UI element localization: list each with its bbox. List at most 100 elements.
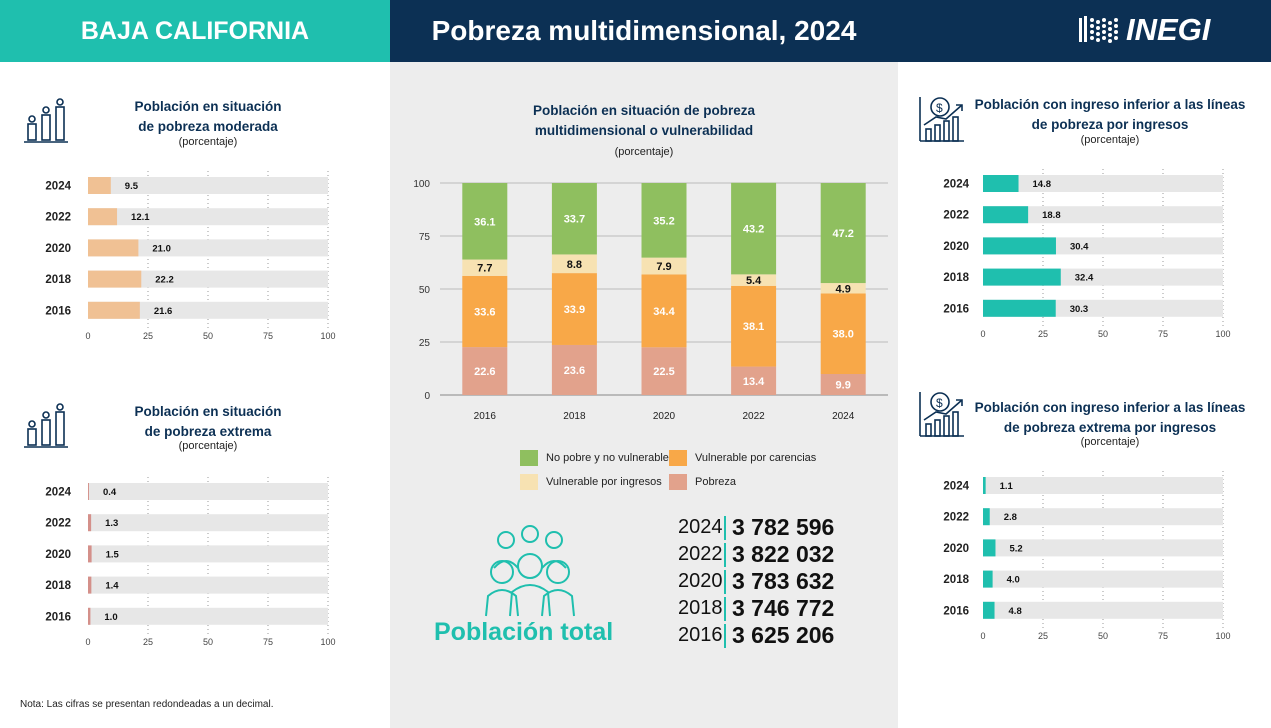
y-tick-label: 2018 <box>943 272 969 284</box>
y-tick-label: 0 <box>424 391 430 402</box>
population-value: 3 625 206 <box>732 622 835 648</box>
x-tick-label: 75 <box>263 331 273 341</box>
x-tick-label: 100 <box>320 637 335 647</box>
population-divider <box>724 542 726 567</box>
bar-segment <box>641 347 687 395</box>
population-year: 2020 <box>678 570 723 592</box>
bar <box>88 270 142 288</box>
population-divider <box>724 569 726 594</box>
y-tick-label: 2024 <box>45 487 71 499</box>
bar-segment <box>731 366 777 395</box>
x-tick-label: 2022 <box>742 411 765 422</box>
data-label: 47.2 <box>832 228 853 240</box>
y-tick-label: 100 <box>413 179 430 190</box>
data-label: 22.2 <box>155 275 174 286</box>
bar-track <box>88 576 328 594</box>
ingresos-subtitle: (porcentaje) <box>1080 134 1140 146</box>
ingresos-title: Población con ingreso inferior a las lín… <box>970 95 1250 135</box>
bar-segment <box>731 274 777 286</box>
data-label: 34.4 <box>653 306 675 318</box>
bar-segment <box>551 344 597 395</box>
data-label: 21.6 <box>154 306 173 317</box>
population-row: 2016 3 625 206 <box>678 622 834 649</box>
svg-text:$: $ <box>936 101 943 115</box>
state-name: BAJA CALIFORNIA <box>80 16 310 45</box>
population-row: 2020 3 783 632 <box>678 568 834 595</box>
data-label: 36.1 <box>474 216 495 228</box>
bar-track <box>88 177 328 194</box>
bar <box>88 301 140 319</box>
legend-swatch <box>669 450 687 466</box>
bar-segment <box>641 274 687 348</box>
ingresos-extrema-title: Población con ingreso inferior a las lín… <box>970 398 1250 438</box>
x-tick-label: 25 <box>143 637 153 647</box>
bar <box>88 607 91 625</box>
moderada-chart: 0 25 50 75 100 2024 9.5 2022 12.1 2020 21.0 2018 22.… <box>45 171 336 341</box>
multi-chart: 0 25 50 75 100 22.6 33.6 7.7 36.1 2016 23.6 33.9 8.8… <box>413 179 888 422</box>
population-year: 2022 <box>678 543 723 565</box>
bar-track <box>88 239 328 257</box>
data-label: 9.5 <box>125 181 139 192</box>
bar <box>983 175 1019 192</box>
y-tick-label: 2016 <box>45 611 71 623</box>
moderada-title-line1: Población en situación <box>134 99 282 114</box>
y-tick-label: 75 <box>419 232 431 243</box>
population-year: 2024 <box>678 516 723 538</box>
bar <box>983 477 986 494</box>
y-tick-label: 2024 <box>943 481 969 493</box>
extrema-chart: 0 25 50 75 100 2024 0.4 2022 1.3 2020 1.5 2018 1.4 20… <box>45 477 336 647</box>
y-tick-label: 2016 <box>45 305 71 317</box>
ingresos-extrema-title-line1: Población con ingreso inferior a las lín… <box>974 400 1246 415</box>
data-label: 13.4 <box>743 376 765 388</box>
legend-swatch <box>520 450 538 466</box>
bar <box>88 545 92 563</box>
ingresos-extrema-chart: 0 25 50 75 100 2024 1.1 2022 2.8 2020 5.2 2018 4.0 20… <box>943 471 1231 641</box>
svg-text:$: $ <box>936 396 943 410</box>
population-value: 3 782 596 <box>732 514 835 540</box>
bar <box>88 514 92 532</box>
bar-segment <box>820 374 866 395</box>
data-label: 1.3 <box>105 518 118 529</box>
y-tick-label: 2020 <box>943 241 969 253</box>
bar-segment <box>462 275 508 348</box>
y-tick-label: 2024 <box>943 179 969 191</box>
legend-label: Vulnerable por ingresos <box>546 476 662 488</box>
x-tick-label: 2020 <box>653 411 676 422</box>
x-tick-label: 75 <box>263 637 273 647</box>
data-label: 12.1 <box>131 212 150 223</box>
ingresos-chart: 0 25 50 75 100 2024 14.8 2022 18.8 2020 30.4 2018 32… <box>943 169 1231 339</box>
data-label: 5.2 <box>1009 543 1022 554</box>
bar-track <box>983 539 1223 557</box>
bar <box>88 177 111 194</box>
data-label: 8.8 <box>567 259 582 271</box>
bar <box>88 239 139 257</box>
data-label: 1.1 <box>1000 481 1014 492</box>
data-label: 4.8 <box>1009 606 1022 617</box>
bar-track <box>983 508 1223 526</box>
bar-track <box>983 601 1223 619</box>
bar-segment <box>731 285 777 367</box>
x-tick-label: 0 <box>980 631 985 641</box>
legend-swatch <box>669 474 687 490</box>
bar-track <box>88 270 328 288</box>
ingresos-title-line1: Población con ingreso inferior a las lín… <box>974 97 1246 112</box>
bar-segment <box>462 259 508 276</box>
bar <box>88 576 92 594</box>
legend-swatch <box>520 474 538 490</box>
x-tick-label: 50 <box>203 331 213 341</box>
bar <box>88 483 89 500</box>
people-group-icon <box>24 403 68 448</box>
population-value: 3 746 772 <box>732 595 835 621</box>
x-tick-label: 2018 <box>563 411 586 422</box>
y-tick-label: 2020 <box>943 543 969 555</box>
legend-item: Vulnerable por ingresos <box>520 474 662 490</box>
population-divider <box>724 515 726 540</box>
population-row: 2018 3 746 772 <box>678 595 834 622</box>
population-value: 3 783 632 <box>732 568 835 594</box>
data-label: 22.5 <box>653 366 674 378</box>
bar <box>983 570 993 588</box>
x-tick-label: 75 <box>1158 329 1168 339</box>
data-label: 2.8 <box>1004 512 1017 523</box>
bar-segment <box>820 293 866 375</box>
population-label: Población total <box>434 618 614 646</box>
